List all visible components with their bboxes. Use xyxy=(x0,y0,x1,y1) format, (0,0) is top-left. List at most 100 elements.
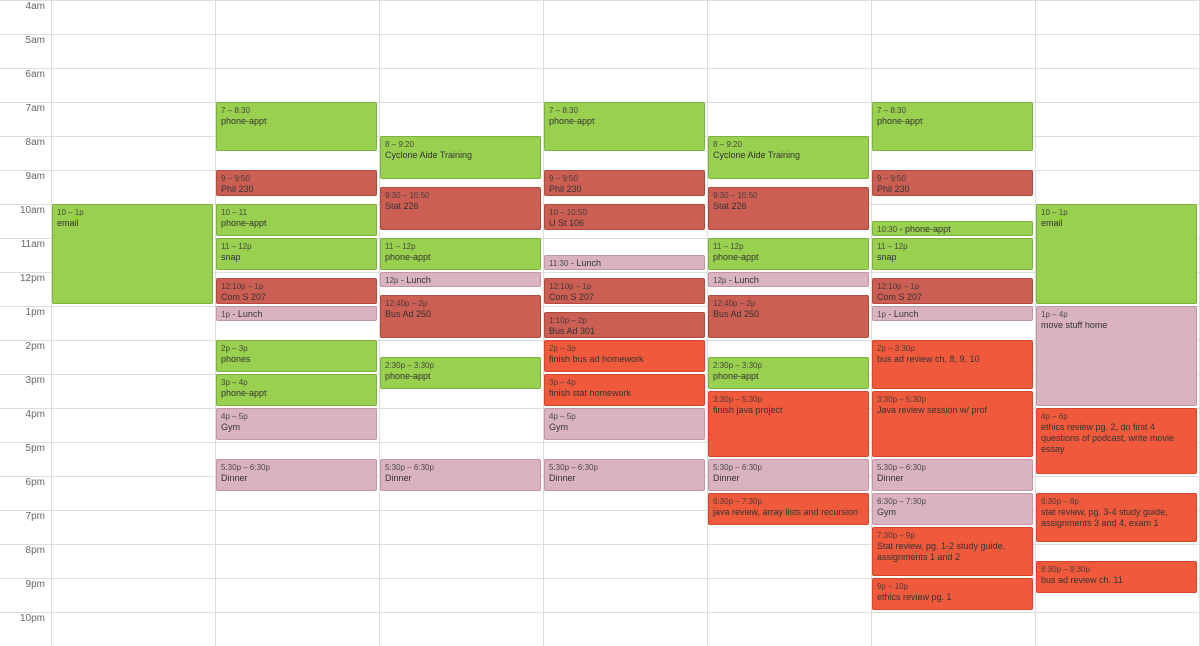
calendar-event[interactable]: 12:40p – 2pBus Ad 250 xyxy=(708,295,869,338)
calendar-event[interactable]: 9 – 9:50Phil 230 xyxy=(544,170,705,196)
calendar-event[interactable]: 5:30p – 6:30pDinner xyxy=(544,459,705,491)
event-title: phone-appt xyxy=(221,388,372,399)
hour-gridline xyxy=(708,612,871,646)
event-title: phone-appt xyxy=(713,371,864,382)
calendar-event[interactable]: 12:40p – 2pBus Ad 250 xyxy=(380,295,541,338)
hour-gridline xyxy=(216,68,379,102)
calendar-event[interactable]: 9 – 9:50Phil 230 xyxy=(872,170,1033,196)
day-column: 10 – 1pemail xyxy=(52,0,216,646)
event-title: Cyclone Aide Training xyxy=(385,150,536,161)
event-time: 2:30p – 3:30p xyxy=(385,360,536,371)
calendar-event[interactable]: 5:30p – 6:30pDinner xyxy=(216,459,377,491)
day-column: 7 – 8:30phone-appt 9 – 9:50Phil 230 10:30 … xyxy=(872,0,1036,646)
hour-gridline xyxy=(52,408,215,442)
hour-gridline xyxy=(380,612,543,646)
calendar-event[interactable]: 2p – 3:30pbus ad review ch. 8, 9, 10 xyxy=(872,340,1033,389)
event-time: 12:10p – 1p xyxy=(549,281,700,292)
calendar-event[interactable]: 3:30p – 5:30pJava review session w/ prof xyxy=(872,391,1033,457)
event-title: finish stat homework xyxy=(549,388,700,399)
calendar-event[interactable]: 10 – 11phone-appt xyxy=(216,204,377,236)
event-title: Gym xyxy=(549,422,700,433)
day-columns: 10 – 1pemail7 – 8:30phone-appt9 – 9:50Ph… xyxy=(52,0,1200,646)
calendar-event[interactable]: 5:30p – 6:30pDinner xyxy=(872,459,1033,491)
calendar-event[interactable]: 11 – 12pphone-appt xyxy=(380,238,541,270)
hour-label: 5pm xyxy=(0,442,52,476)
calendar-event[interactable]: 4p – 5pGym xyxy=(544,408,705,440)
calendar-event[interactable]: 5:30p – 6:30pDinner xyxy=(708,459,869,491)
calendar-event[interactable]: 9p – 10pethics review pg. 1 xyxy=(872,578,1033,610)
calendar-event[interactable]: 2:30p – 3:30pphone-appt xyxy=(380,357,541,389)
event-title: ethics review pg. 1 xyxy=(877,592,1028,603)
hour-label: 9am xyxy=(0,170,52,204)
calendar-event[interactable]: 12:10p – 1pCom S 207 xyxy=(216,278,377,304)
calendar-event[interactable]: 6:30p – 7:30pGym xyxy=(872,493,1033,525)
calendar-event[interactable]: 2:30p – 3:30pphone-appt xyxy=(708,357,869,389)
event-time: 3:30p – 5:30p xyxy=(877,394,1028,405)
hour-label: 12pm xyxy=(0,272,52,306)
calendar-event[interactable]: 2p – 3pfinish bus ad homework xyxy=(544,340,705,372)
calendar-event[interactable]: 12:10p – 1pCom S 207 xyxy=(544,278,705,304)
calendar-event[interactable]: 9 – 9:50Phil 230 xyxy=(216,170,377,196)
calendar-event[interactable]: 3p – 4pfinish stat homework xyxy=(544,374,705,406)
calendar-event[interactable]: 11 – 12pphone-appt xyxy=(708,238,869,270)
calendar-event[interactable]: 10 – 1pemail xyxy=(52,204,213,304)
calendar-event[interactable]: 3:30p – 5:30pfinish java project xyxy=(708,391,869,457)
hour-gridline xyxy=(216,578,379,612)
hour-gridline xyxy=(52,136,215,170)
calendar-event[interactable]: 10:30 - phone-appt xyxy=(872,221,1033,236)
calendar-event[interactable]: 1p – 4pmove stuff home xyxy=(1036,306,1197,406)
calendar-event[interactable]: 3p – 4pphone-appt xyxy=(216,374,377,406)
calendar-week-view: 4am5am6am7am8am9am10am11am12pm1pm2pm3pm4… xyxy=(0,0,1200,646)
hour-gridline xyxy=(544,578,707,612)
hour-gridline xyxy=(708,0,871,34)
calendar-event[interactable]: 8:30p – 9:30pbus ad review ch. 11 xyxy=(1036,561,1197,593)
hour-gridline xyxy=(52,442,215,476)
calendar-event[interactable]: 11 – 12psnap xyxy=(872,238,1033,270)
event-time: 4p – 5p xyxy=(549,411,700,422)
event-time: 5:30p – 6:30p xyxy=(549,462,700,473)
hour-gridline xyxy=(52,0,215,34)
calendar-event[interactable]: 1p - Lunch xyxy=(216,306,377,321)
calendar-event[interactable]: 5:30p – 6:30pDinner xyxy=(380,459,541,491)
calendar-event[interactable]: 8 – 9:20Cyclone Aide Training xyxy=(380,136,541,179)
calendar-event[interactable]: 12:10p – 1pCom S 207 xyxy=(872,278,1033,304)
calendar-event[interactable]: 4p – 5pGym xyxy=(216,408,377,440)
calendar-event[interactable]: 10 – 10:50U St 106 xyxy=(544,204,705,230)
hour-gridline xyxy=(708,102,871,136)
event-title: Java review session w/ prof xyxy=(877,405,1028,416)
calendar-event[interactable]: 7:30p – 9pStat review, pg. 1-2 study gui… xyxy=(872,527,1033,576)
hour-gridline xyxy=(708,34,871,68)
event-time: 1:10p – 2p xyxy=(549,315,700,326)
calendar-event[interactable]: 9:30 – 10:50Stat 226 xyxy=(380,187,541,230)
calendar-event[interactable]: 11 – 12psnap xyxy=(216,238,377,270)
calendar-event[interactable]: 2p – 3pphones xyxy=(216,340,377,372)
calendar-event[interactable]: 1p - Lunch xyxy=(872,306,1033,321)
hour-label: 5am xyxy=(0,34,52,68)
calendar-event[interactable]: 4p – 6pethics review pg. 2, do first 4 q… xyxy=(1036,408,1197,474)
hour-gridline xyxy=(380,510,543,544)
calendar-event[interactable]: 9:30 – 10:50Stat 226 xyxy=(708,187,869,230)
hour-gridline xyxy=(52,544,215,578)
calendar-event[interactable]: 7 – 8:30phone-appt xyxy=(544,102,705,151)
event-title: U St 106 xyxy=(549,218,700,229)
calendar-event[interactable]: 7 – 8:30phone-appt xyxy=(216,102,377,151)
calendar-event[interactable]: 12p - Lunch xyxy=(380,272,541,287)
calendar-event[interactable]: 7 – 8:30phone-appt xyxy=(872,102,1033,151)
event-title: phone-appt xyxy=(713,252,864,263)
event-time: 12:10p – 1p xyxy=(221,281,372,292)
hour-gridline xyxy=(216,510,379,544)
event-time: 12:40p – 2p xyxy=(713,298,864,309)
event-time: 1p xyxy=(877,310,886,319)
calendar-event[interactable]: 11:30 - Lunch xyxy=(544,255,705,270)
calendar-event[interactable]: 10 – 1pemail xyxy=(1036,204,1197,304)
event-time: 7 – 8:30 xyxy=(221,105,372,116)
calendar-event[interactable]: 6:30p – 7:30pjava review, array lists an… xyxy=(708,493,869,525)
calendar-event[interactable]: 1:10p – 2pBus Ad 301 xyxy=(544,312,705,338)
calendar-event[interactable]: 12p - Lunch xyxy=(708,272,869,287)
event-time: 9 – 9:50 xyxy=(877,173,1028,184)
calendar-event[interactable]: 8 – 9:20Cyclone Aide Training xyxy=(708,136,869,179)
event-time: 11 – 12p xyxy=(877,241,1028,252)
hour-gridline xyxy=(544,0,707,34)
calendar-event[interactable]: 6:30p – 8pstat review, pg. 3-4 study gui… xyxy=(1036,493,1197,542)
day-column: 8 – 9:20Cyclone Aide Training 9:30 – 10:5… xyxy=(380,0,544,646)
